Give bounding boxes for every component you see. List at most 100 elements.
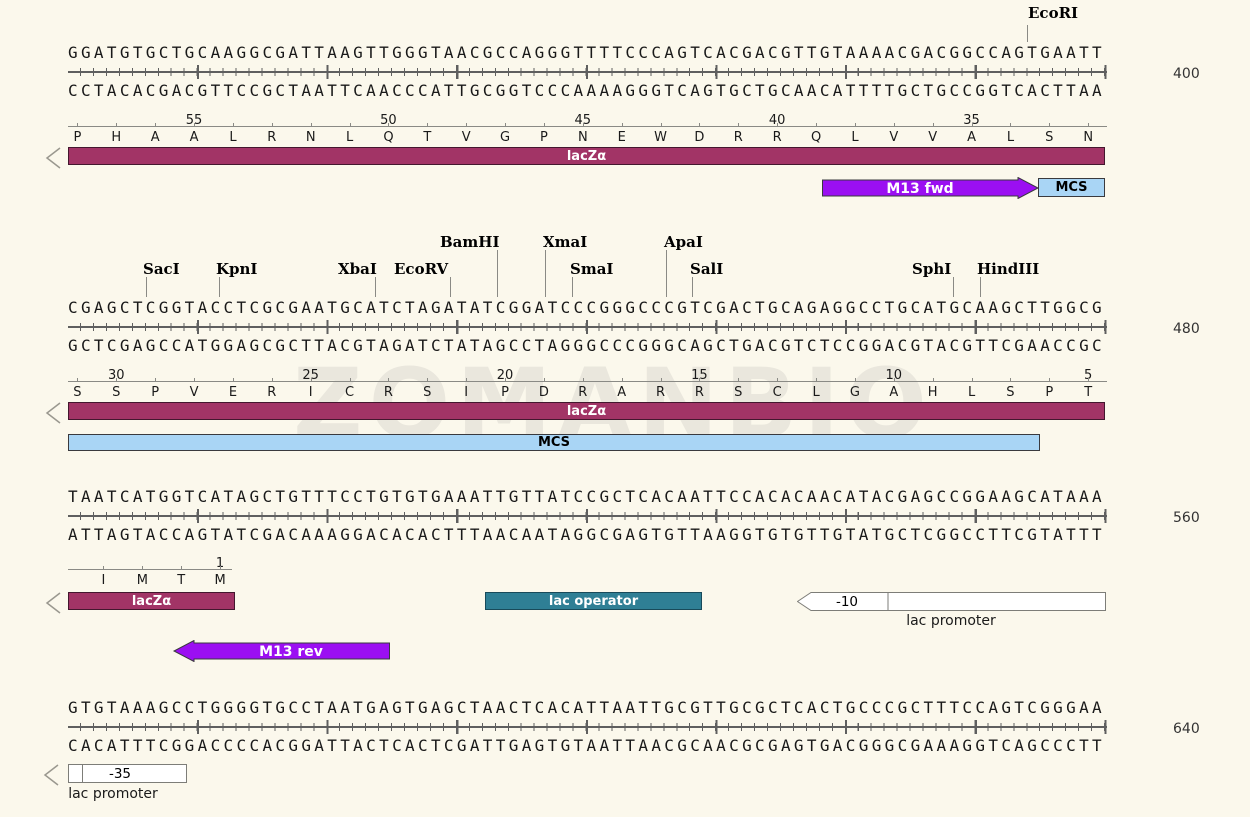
feature-lacza[interactable]: lacZα <box>68 147 1105 165</box>
aa-number <box>913 113 952 127</box>
aa-letter: R <box>733 130 743 145</box>
aa-letter: R <box>656 385 666 400</box>
enzyme-label-xbai[interactable]: XbaI <box>338 260 377 278</box>
aa-letter: A <box>189 130 199 145</box>
aa-letter: C <box>345 385 355 400</box>
enzyme-tick <box>450 277 451 297</box>
translation-track: 1 I M T M <box>84 556 240 588</box>
aa-letter: M <box>214 573 226 588</box>
feature-lac-operator[interactable]: lac operator <box>485 592 702 610</box>
aa-letter: S <box>1006 385 1015 400</box>
aa-number <box>162 556 201 570</box>
enzyme-label-sphi[interactable]: SphI <box>912 260 952 278</box>
aa-number <box>1030 368 1069 382</box>
translation-track: 55 50 45 40 35 P H A A L R N L Q T V G P N E W D R R Q L V V A L S N <box>58 113 1108 145</box>
aa-number <box>836 368 875 382</box>
aa-letter: L <box>345 130 354 145</box>
aa-number <box>369 368 408 382</box>
aa-number <box>913 368 952 382</box>
continues-left-chevron-icon <box>44 146 62 174</box>
aa-letter: A <box>967 130 977 145</box>
aa-letter: C <box>772 385 782 400</box>
aa-number <box>330 368 369 382</box>
aa-number <box>252 368 291 382</box>
enzyme-label-ecori[interactable]: EcoRI <box>1028 4 1079 22</box>
aa-number <box>602 368 641 382</box>
enzyme-label-smai[interactable]: SmaI <box>570 260 614 278</box>
enzyme-label-ecorv[interactable]: EcoRV <box>394 260 449 278</box>
aa-letter: N <box>577 130 588 145</box>
enzyme-tick <box>375 277 376 297</box>
top-strand-sequence[interactable]: TAATCATGGTCATAGCTGTTTCCTGTGTGAAATTGTTATC… <box>68 487 1106 506</box>
bottom-strand-sequence[interactable]: GCTCGAGCCATGGAGCGCTTACGTAGATCTATAGCCTAGG… <box>68 336 1106 355</box>
aa-letter: A <box>617 385 627 400</box>
aa-letter: L <box>851 130 859 145</box>
aa-number <box>84 556 123 570</box>
aa-ruler-line <box>68 381 1107 382</box>
enzyme-label-xmai[interactable]: XmaI <box>543 233 588 251</box>
aa-number: 55 <box>175 113 214 128</box>
top-strand-sequence[interactable]: GTGTAAAGCCTGGGGTGCCTAATGAGTGAGCTAACTCACA… <box>68 698 1106 717</box>
aa-letter: T <box>177 573 186 588</box>
enzyme-label-bamhi[interactable]: BamHI <box>440 233 500 251</box>
aa-number <box>1030 113 1069 127</box>
aa-number <box>175 368 214 382</box>
aa-letter: Q <box>383 130 394 145</box>
enzyme-tick <box>146 277 147 297</box>
aa-letter: S <box>112 385 121 400</box>
enzyme-label-kpni[interactable]: KpnI <box>216 260 258 278</box>
enzyme-label-apai[interactable]: ApaI <box>664 233 703 251</box>
aa-letter: D <box>694 130 705 145</box>
aa-number <box>602 113 641 127</box>
aa-number <box>330 113 369 127</box>
aa-letter: W <box>654 130 667 145</box>
aa-letter: N <box>305 130 316 145</box>
aa-letter: S <box>423 385 432 400</box>
aa-number <box>563 368 602 382</box>
top-strand-sequence[interactable]: CGAGCTCGGTACCTCGCGAATGCATCTAGATATCGGATCC… <box>68 298 1106 317</box>
aa-letter: L <box>812 385 820 400</box>
enzyme-label-hindiii[interactable]: HindIII <box>977 260 1040 278</box>
aa-letter: Q <box>810 130 822 145</box>
aa-number: 45 <box>563 113 602 128</box>
bottom-strand-sequence[interactable]: CCTACACGACGTTCCGCTAATTCAACCCATTGCGGTCCCA… <box>68 81 1106 100</box>
position-label: 400 <box>1173 66 1200 82</box>
feature-mcs-box[interactable]: MCS <box>1038 178 1105 197</box>
feature-mcs-bar[interactable]: MCS <box>68 434 1040 451</box>
top-strand-sequence[interactable]: GGATGTGCTGCAAGGCGATTAAGTTGGGTAACGCCAGGGT… <box>68 43 1106 62</box>
enzyme-label-sali[interactable]: SalI <box>690 260 724 278</box>
enzyme-tick <box>692 277 693 297</box>
enzyme-tick <box>1027 25 1028 42</box>
aa-letter: H <box>111 130 122 145</box>
enzyme-tick <box>572 277 573 297</box>
feature-minus35-box[interactable]: -35 <box>68 764 187 783</box>
sequence-ruler <box>68 320 1107 334</box>
aa-number <box>447 368 486 382</box>
minus35-label: -35 <box>109 766 131 782</box>
enzyme-label-saci[interactable]: SacI <box>143 260 180 278</box>
aa-ruler-line <box>68 126 1107 127</box>
feature-lacza[interactable]: lacZα <box>68 592 235 610</box>
feature-lacza[interactable]: lacZα <box>68 402 1105 420</box>
m13-fwd-primer-arrow[interactable] <box>822 177 1040 199</box>
aa-number <box>641 368 680 382</box>
feature-label: lac operator <box>548 593 639 609</box>
aa-number <box>1069 113 1108 127</box>
aa-number <box>136 113 175 127</box>
aa-letter: I <box>101 573 106 588</box>
aa-number <box>836 113 875 127</box>
aa-number: 25 <box>291 368 330 383</box>
aa-number <box>136 368 175 382</box>
aa-number <box>797 113 836 127</box>
bottom-strand-sequence[interactable]: ATTAGTACCAGTATCGACAAAGGACACACTTTAACAATAG… <box>68 525 1106 544</box>
aa-letter: V <box>928 130 938 145</box>
m13-rev-primer-arrow[interactable] <box>172 640 390 662</box>
feature-minus10-box[interactable]: -10 <box>797 592 1106 611</box>
sequence-ruler <box>68 509 1107 523</box>
aa-number-row: 55 50 45 40 35 <box>58 113 1108 128</box>
aa-letter: A <box>150 130 160 145</box>
aa-number: 30 <box>97 368 136 383</box>
lac-promoter-label: lac promoter <box>906 613 996 629</box>
bottom-strand-sequence[interactable]: CACATTTCGGACCCCACGGATTACTCACTCGATTGAGTGT… <box>68 736 1106 755</box>
